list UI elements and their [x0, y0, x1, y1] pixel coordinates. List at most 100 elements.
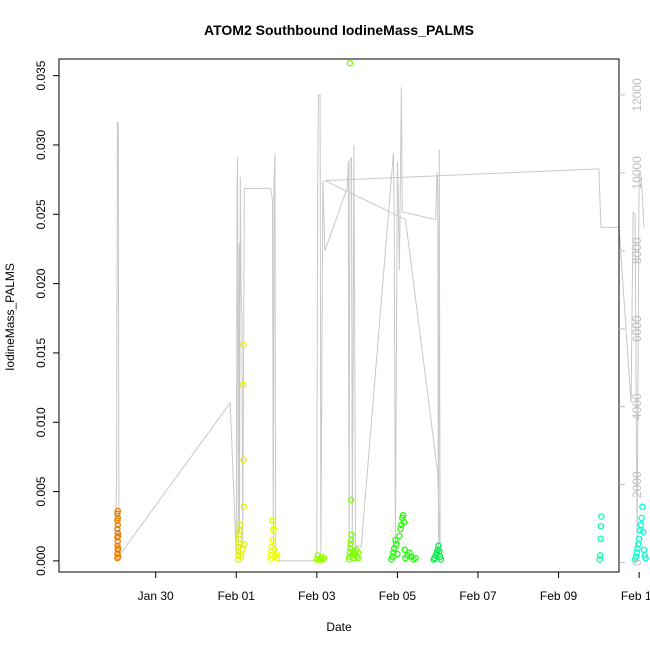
data-point-flight-6-1 — [389, 553, 396, 560]
data-point-flight-5-7 — [347, 496, 355, 504]
data-point-flight-2-9 — [240, 341, 247, 348]
data-point-flight-4-4 — [317, 556, 325, 563]
data-point-flight-9-9 — [639, 503, 646, 511]
data-point-flight-7-8 — [437, 556, 445, 563]
data-point-flight-6-12 — [400, 518, 408, 526]
data-point-flight-2-13 — [237, 553, 245, 560]
data-point-flight-6-19 — [412, 554, 419, 562]
y-tick-label-1: 0.005 — [34, 476, 48, 506]
data-point-flight-9-11 — [640, 546, 648, 554]
x-tick-label-2: Feb 03 — [298, 589, 336, 603]
data-point-flight-2-12 — [240, 503, 248, 511]
data-point-flight-3-4 — [269, 536, 276, 544]
data-point-flight-9-5 — [635, 535, 643, 542]
data-point-flight-9-3 — [634, 545, 641, 552]
data-point-flight-3-11 — [273, 554, 281, 562]
data-point-flight-8-2 — [597, 535, 604, 542]
altitude-line-layer — [114, 87, 645, 562]
data-point-flight-6-13 — [401, 546, 408, 554]
y2-tick-label-3: 6000 — [630, 315, 644, 342]
y-tick-label-6: 0.030 — [34, 130, 48, 160]
data-point-flight-7-4 — [434, 546, 441, 554]
data-point-flight-5-8 — [346, 59, 354, 67]
y-tick-label-5: 0.025 — [34, 199, 48, 229]
data-point-flight-1-8 — [114, 521, 122, 529]
data-point-flight-3-10 — [272, 550, 280, 558]
data-point-flight-6-11 — [399, 511, 407, 519]
chart-title: ATOM2 Southbound IodineMass_PALMS — [204, 22, 474, 38]
data-point-flight-2-11 — [240, 456, 247, 463]
y2-tick-label-1: 2000 — [630, 471, 644, 498]
x-tick-label-3: Feb 05 — [379, 589, 417, 603]
x-tick-label-4: Feb 07 — [459, 589, 497, 603]
plot-box — [58, 58, 620, 573]
data-point-flight-9-10 — [639, 528, 647, 536]
y-axis-left: 0.000 0.005 0.010 0.015 0.020 0.025 0.030 0.035 — [34, 60, 59, 576]
data-point-flight-1-14 — [114, 545, 122, 552]
y2-tick-label-4: 8000 — [630, 237, 644, 264]
data-point-flight-3-7 — [270, 525, 277, 533]
data-point-flight-5-14 — [353, 553, 361, 560]
data-point-flight-3-2 — [268, 547, 275, 555]
data-point-flight-9-0 — [631, 556, 639, 563]
data-point-flight-6-5 — [392, 541, 400, 548]
y-tick-label-4: 0.020 — [34, 268, 48, 298]
y2-tick-label-2: 4000 — [630, 393, 644, 420]
y2-tick-label-0: 0 — [630, 559, 644, 566]
data-point-flight-9-8 — [638, 514, 645, 522]
data-point-flight-3-6 — [269, 517, 276, 524]
data-point-flight-9-2 — [633, 549, 640, 556]
data-point-flight-2-14 — [239, 546, 246, 554]
y-tick-label-2: 0.010 — [34, 407, 48, 437]
data-point-flight-1-7 — [114, 525, 121, 533]
data-point-flight-3-0 — [267, 556, 274, 563]
data-point-flight-8-3 — [597, 522, 605, 530]
data-point-flight-8-1 — [596, 552, 604, 559]
altitude-line — [114, 87, 645, 562]
data-point-flight-5-4 — [347, 541, 354, 548]
data-point-flight-6-7 — [396, 532, 403, 540]
x-tick-label-0: Jan 30 — [138, 589, 174, 603]
data-point-flight-6-2 — [390, 549, 397, 556]
data-point-flight-1-9 — [114, 517, 121, 524]
data-point-flight-9-13 — [642, 554, 649, 562]
data-point-flight-6-6 — [394, 550, 401, 558]
data-point-flight-2-5 — [235, 535, 243, 542]
data-point-flight-1-13 — [114, 553, 122, 560]
data-point-flight-4-0 — [313, 556, 321, 563]
y-tick-label-3: 0.015 — [34, 338, 48, 368]
data-point-flight-4-6 — [319, 556, 327, 563]
data-point-flight-5-6 — [348, 531, 355, 538]
y-tick-label-7: 0.035 — [34, 60, 48, 90]
data-point-flight-2-6 — [235, 531, 243, 538]
data-point-flight-6-4 — [392, 536, 399, 544]
data-point-flight-2-10 — [239, 381, 247, 389]
x-tick-label-6: Feb 11 — [621, 589, 650, 603]
y-axis-right: 0 2000 4000 6000 8000 10000 12000 — [619, 78, 644, 566]
data-point-flight-5-16 — [355, 554, 362, 562]
data-point-flight-6-8 — [397, 525, 404, 533]
data-point-flight-1-11 — [114, 510, 121, 518]
data-point-flight-8-0 — [596, 556, 603, 563]
data-point-flight-2-2 — [235, 547, 242, 555]
x-axis-label: Date — [326, 620, 352, 634]
data-point-flight-2-8 — [236, 521, 244, 529]
data-point-flight-2-15 — [241, 541, 248, 548]
x-axis: Jan 30 Feb 01 Feb 03 Feb 05 Feb 07 Feb 09 Feb … — [138, 572, 650, 603]
x-tick-label-5: Feb 09 — [540, 589, 578, 603]
data-point-flight-9-7 — [637, 521, 645, 529]
y2-tick-label-5: 10000 — [630, 156, 644, 190]
data-point-flight-1-12 — [114, 507, 122, 515]
y-tick-label-0: 0.000 — [34, 546, 48, 576]
data-point-flight-1-15 — [114, 532, 122, 540]
data-point-flight-9-1 — [632, 553, 640, 560]
y2-tick-label-6: 12000 — [630, 78, 644, 112]
data-point-flight-1-6 — [114, 529, 122, 537]
data-point-flight-7-7 — [436, 553, 444, 560]
y-axis-label: IodineMass_PALMS — [3, 263, 17, 371]
data-points-layer — [114, 59, 649, 563]
x-tick-label-1: Feb 01 — [218, 589, 256, 603]
data-point-flight-8-4 — [598, 513, 605, 520]
data-point-flight-4-7 — [320, 554, 328, 562]
